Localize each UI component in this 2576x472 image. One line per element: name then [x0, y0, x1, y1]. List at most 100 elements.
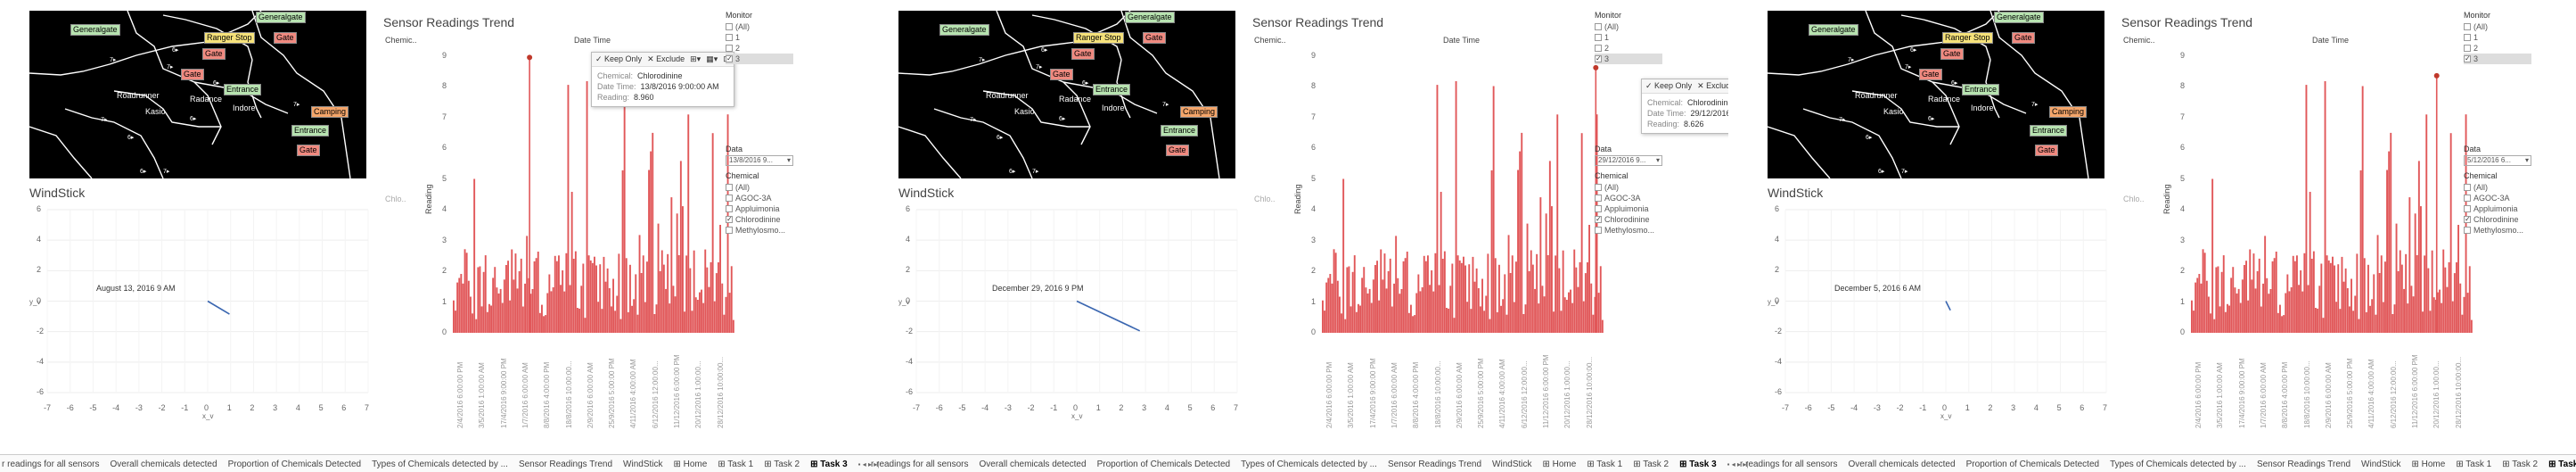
reading-bar[interactable]: [2427, 268, 2430, 333]
reading-bar[interactable]: [1359, 305, 1361, 334]
map-location-label[interactable]: Ranger Stop: [1942, 32, 1993, 44]
sheet-tab[interactable]: ⊞ Task 2: [764, 459, 800, 469]
reading-bar[interactable]: [535, 258, 537, 333]
reading-bar[interactable]: [2386, 170, 2388, 334]
reading-bar[interactable]: [1378, 300, 1381, 333]
reading-bar[interactable]: [467, 280, 470, 333]
reading-bar[interactable]: [2258, 258, 2260, 333]
monitor-checkbox[interactable]: [2464, 23, 2471, 30]
reading-bar[interactable]: [2352, 311, 2355, 333]
reading-bar[interactable]: [1528, 270, 1530, 333]
reading-bar[interactable]: [2400, 264, 2403, 333]
reading-bar[interactable]: [1348, 266, 1350, 334]
reading-bar[interactable]: [477, 267, 480, 334]
chemical-filter-item[interactable]: AGOC-3A: [2464, 193, 2531, 203]
reading-bar[interactable]: [1590, 283, 1593, 333]
reading-bar[interactable]: [554, 255, 556, 333]
reading-bar[interactable]: [2198, 274, 2201, 333]
reading-bar[interactable]: [2208, 296, 2210, 334]
reading-bar[interactable]: [728, 293, 731, 333]
reading-bar[interactable]: [2365, 311, 2367, 333]
reading-bar[interactable]: [548, 274, 551, 334]
reading-bar[interactable]: [1515, 261, 1517, 333]
reading-bar[interactable]: [2193, 311, 2195, 333]
reading-bar[interactable]: [652, 132, 654, 333]
reading-bar[interactable]: [465, 253, 468, 333]
reading-bar[interactable]: [594, 256, 595, 333]
monitor-checkbox[interactable]: [2464, 45, 2471, 52]
reading-bar[interactable]: [2296, 255, 2298, 333]
reading-bar[interactable]: [472, 313, 473, 333]
reading-bar[interactable]: [1434, 253, 1437, 333]
chemical-checkbox[interactable]: [2464, 214, 2471, 225]
reading-bar[interactable]: [1339, 296, 1341, 334]
reading-bar[interactable]: [665, 288, 667, 333]
reading-bar[interactable]: [1431, 270, 1433, 333]
reading-bar[interactable]: [2339, 309, 2342, 333]
sheet-tab[interactable]: Proportion of Chemicals Detected: [1965, 459, 2100, 469]
wind-vector[interactable]: [1945, 301, 1951, 311]
reading-bar[interactable]: [1565, 300, 1568, 333]
reading-bar[interactable]: [682, 206, 684, 333]
reading-bar[interactable]: [674, 296, 677, 333]
group-members-icon[interactable]: ⊞▾: [690, 54, 701, 63]
monitor-checkbox[interactable]: [2464, 54, 2471, 64]
reading-bar[interactable]: [653, 314, 656, 333]
reading-bar[interactable]: [2293, 261, 2296, 333]
reading-bar[interactable]: [2256, 270, 2259, 333]
reading-bar[interactable]: [499, 288, 502, 333]
reading-bar[interactable]: [1556, 114, 1559, 333]
reading-bar[interactable]: [1519, 151, 1522, 333]
sheet-tab[interactable]: Overall chemicals detected: [110, 459, 217, 469]
sheet-tab[interactable]: WindStick: [2361, 459, 2401, 469]
reading-bar[interactable]: [595, 265, 597, 334]
sheet-tab[interactable]: ⊞ Home: [673, 459, 708, 469]
chemical-filter-item[interactable]: Appluimonia: [2464, 203, 2531, 214]
reading-bar[interactable]: [1524, 304, 1527, 333]
sensor-marker-icon[interactable]: 6▸: [1059, 115, 1066, 122]
map-location-label[interactable]: Gate: [274, 32, 297, 44]
reading-bar[interactable]: [2224, 311, 2227, 333]
selected-point[interactable]: [1593, 64, 1599, 70]
reading-bar[interactable]: [1555, 255, 1557, 333]
reading-bar[interactable]: [1441, 259, 1444, 333]
map-location-label[interactable]: Generalgate: [1125, 11, 1175, 23]
reading-bar[interactable]: [2446, 286, 2449, 333]
sheet-tab[interactable]: Sensor Readings Trend: [1387, 459, 1482, 469]
reading-bar[interactable]: [2241, 279, 2244, 333]
reading-bar[interactable]: [574, 251, 577, 333]
windstick-plot[interactable]: 6 4 2 0 -2 -4 -6 -7 -6 -5 -4 -3 -2 -1 0 1 2 3 4 5 6 7 x_v y_v De…: [898, 204, 1246, 420]
map-location-label[interactable]: Entrance: [1161, 125, 1199, 137]
chemical-checkbox[interactable]: [726, 195, 733, 202]
reading-bar[interactable]: [2288, 291, 2291, 333]
reading-bar[interactable]: [2444, 267, 2447, 333]
reading-bar[interactable]: [1553, 311, 1555, 333]
monitor-filter-item[interactable]: (All): [2464, 21, 2531, 32]
reading-bar[interactable]: [2380, 255, 2383, 333]
sensor-marker-icon[interactable]: 7▸: [979, 57, 986, 64]
reading-bar[interactable]: [1342, 178, 1345, 334]
reading-bar[interactable]: [2202, 249, 2204, 333]
reading-bar[interactable]: [453, 300, 455, 333]
reading-bar[interactable]: [520, 258, 522, 333]
reading-bar[interactable]: [1336, 280, 1339, 333]
chemical-checkbox[interactable]: [2464, 184, 2471, 191]
map-location-label[interactable]: Entrance: [1962, 83, 2000, 95]
sensor-marker-icon[interactable]: 6▸: [140, 169, 147, 175]
reading-bar[interactable]: [655, 304, 658, 333]
reading-bar[interactable]: [662, 264, 665, 333]
reading-bar[interactable]: [513, 279, 515, 333]
sensor-map[interactable]: Generalgate Generalgate Ranger Stop Gate Gat…: [1768, 11, 2104, 178]
reading-bar[interactable]: [488, 303, 490, 333]
monitor-filter-item[interactable]: 1: [726, 32, 793, 43]
map-location-label[interactable]: Gate: [1919, 69, 1942, 81]
reading-bar[interactable]: [1568, 292, 1570, 333]
sheet-tab[interactable]: ⊞ Task 3: [2548, 459, 2576, 469]
sensor-marker-icon[interactable]: 7▸: [163, 169, 170, 175]
reading-bar[interactable]: [1498, 264, 1500, 333]
reading-bar[interactable]: [537, 252, 539, 333]
reading-bar[interactable]: [2205, 280, 2208, 333]
chemical-checkbox[interactable]: [726, 184, 733, 191]
reading-bar[interactable]: [2327, 260, 2330, 333]
reading-bar[interactable]: [599, 264, 602, 333]
